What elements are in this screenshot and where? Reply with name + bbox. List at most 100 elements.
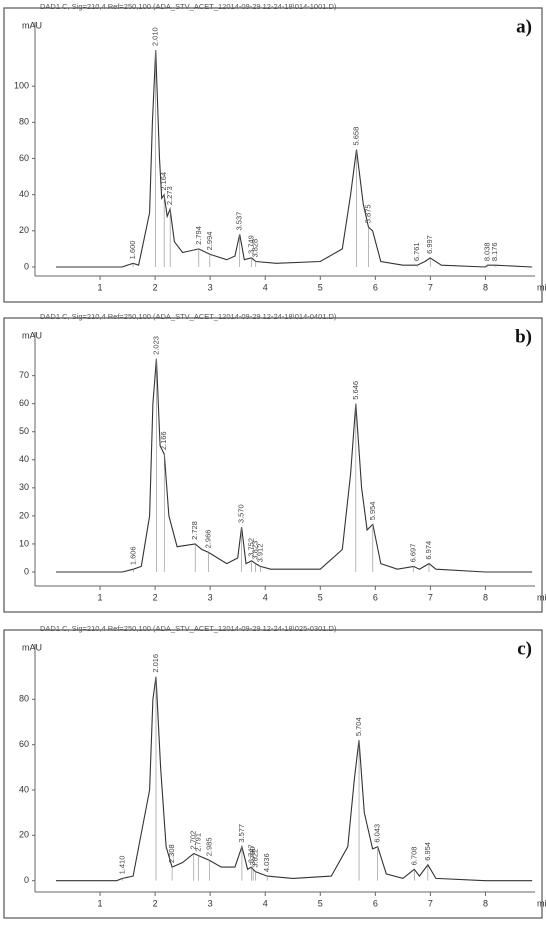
peak-label: 2.791 — [194, 833, 203, 852]
y-axis-label: mAU — [22, 330, 42, 340]
peak-label: 2.794 — [194, 226, 203, 245]
panel-frame — [3, 629, 543, 919]
peak-label: 8.176 — [490, 242, 499, 261]
peak-label: 2.166 — [159, 431, 168, 450]
peak-label: 3.570 — [237, 504, 246, 523]
peak-label: 3.780 — [248, 847, 257, 866]
peak-label: 3.822 — [250, 849, 259, 868]
peak-label: 5.875 — [363, 204, 372, 223]
peak-label: 3.749 — [246, 235, 255, 254]
y-tick-label: 40 — [19, 454, 29, 464]
x-tick-label: 4 — [263, 898, 268, 908]
x-tick-label: 8 — [483, 282, 488, 292]
x-tick-label: 5 — [318, 898, 323, 908]
x-tick-label: 7 — [428, 898, 433, 908]
x-tick-label: 8 — [483, 592, 488, 602]
x-tick-label: 6 — [373, 898, 378, 908]
panel-label: a) — [516, 16, 532, 37]
panel-label: c) — [517, 638, 532, 659]
x-tick-label: 4 — [263, 592, 268, 602]
y-tick-label: 10 — [19, 538, 29, 548]
x-axis-label: min — [537, 592, 546, 602]
peak-label: 3.537 — [235, 212, 244, 231]
peak-label: 3.828 — [251, 239, 260, 258]
y-tick-label: 0 — [24, 261, 29, 271]
peak-label: 1.606 — [128, 546, 137, 565]
peak-label: 2.994 — [205, 232, 214, 251]
x-tick-label: 1 — [98, 282, 103, 292]
y-tick-label: 20 — [19, 830, 29, 840]
y-tick-label: 100 — [14, 81, 29, 91]
peak-label: 6.697 — [409, 544, 418, 563]
y-tick-label: 80 — [19, 117, 29, 127]
x-tick-label: 4 — [263, 282, 268, 292]
peak-label: 2.273 — [165, 186, 174, 205]
peak-label: 5.704 — [354, 717, 363, 736]
x-tick-label: 3 — [208, 592, 213, 602]
peak-label: 6.761 — [412, 242, 421, 261]
peak-label: 2.966 — [203, 530, 212, 549]
peak-label: 2.016 — [151, 654, 160, 673]
panel-title: DAD1 C, Sig=210,4 Ref=250,100 (ADA_STV_A… — [40, 2, 337, 11]
y-axis-label: mAU — [22, 20, 42, 30]
peak-label: 1.600 — [128, 241, 137, 260]
x-tick-label: 2 — [153, 592, 158, 602]
x-tick-label: 1 — [98, 592, 103, 602]
peak-label: 6.708 — [409, 847, 418, 866]
peak-label: 4.036 — [262, 853, 271, 872]
y-tick-label: 0 — [24, 566, 29, 576]
peak-label: 6.974 — [424, 541, 433, 560]
panel-frame — [3, 317, 543, 613]
panel-title: DAD1 C, Sig=210,4 Ref=250,100 (ADA_STV_A… — [40, 312, 337, 321]
peak-label: 5.954 — [368, 502, 377, 521]
y-tick-label: 80 — [19, 694, 29, 704]
panel-label: b) — [515, 326, 532, 347]
peak-label: 3.823 — [250, 541, 259, 560]
peak-label: 6.043 — [373, 824, 382, 843]
x-tick-label: 2 — [153, 282, 158, 292]
peak-label: 2.308 — [167, 844, 176, 863]
y-tick-label: 0 — [24, 875, 29, 885]
x-axis-label: min — [537, 898, 546, 908]
y-tick-label: 60 — [19, 398, 29, 408]
panel-frame — [3, 7, 543, 303]
x-tick-label: 3 — [208, 898, 213, 908]
x-tick-label: 5 — [318, 282, 323, 292]
peak-label: 1.410 — [118, 856, 127, 875]
peak-label: 2.023 — [151, 336, 160, 355]
peak-label: 3.912 — [255, 544, 264, 563]
y-tick-label: 60 — [19, 153, 29, 163]
y-tick-label: 40 — [19, 189, 29, 199]
chromatogram-trace — [56, 676, 533, 882]
peak-label: 5.658 — [351, 127, 360, 146]
panel-title: DAD1 C, Sig=210,4 Ref=250,100 (ADA_STV_A… — [40, 624, 337, 633]
y-tick-label: 70 — [19, 370, 29, 380]
y-tick-label: 30 — [19, 482, 29, 492]
y-tick-label: 60 — [19, 739, 29, 749]
x-tick-label: 8 — [483, 898, 488, 908]
x-tick-label: 5 — [318, 592, 323, 602]
chromatogram-trace — [56, 50, 533, 268]
x-tick-label: 1 — [98, 898, 103, 908]
y-tick-label: 20 — [19, 510, 29, 520]
x-tick-label: 6 — [373, 282, 378, 292]
y-axis-label: mAU — [22, 642, 42, 652]
peak-label: 2.010 — [151, 27, 160, 46]
peak-label: 2.702 — [189, 831, 198, 850]
x-tick-label: 2 — [153, 898, 158, 908]
y-tick-label: 40 — [19, 784, 29, 794]
peak-label: 2.985 — [204, 837, 213, 856]
chromatogram-trace — [56, 358, 533, 573]
x-tick-label: 6 — [373, 592, 378, 602]
peak-label: 5.646 — [351, 381, 360, 400]
x-tick-label: 7 — [428, 282, 433, 292]
peak-label: 2.164 — [159, 172, 168, 191]
peak-label: 8.038 — [483, 242, 492, 261]
peak-label: 3.752 — [247, 538, 256, 557]
y-tick-label: 20 — [19, 225, 29, 235]
peak-label: 2.728 — [190, 521, 199, 540]
peak-label: 3.577 — [237, 824, 246, 843]
peak-label: 6.954 — [423, 842, 432, 861]
peak-label: 6.997 — [425, 235, 434, 254]
